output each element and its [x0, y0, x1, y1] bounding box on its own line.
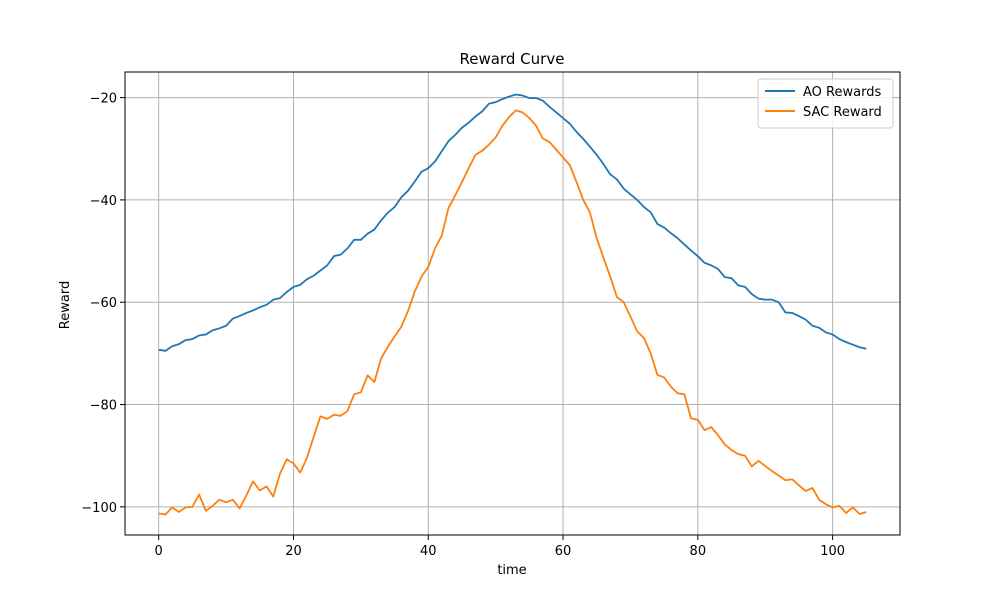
x-tick-label: 60 [555, 544, 572, 559]
y-tick-label: −100 [81, 501, 117, 516]
y-tick-label: −40 [90, 194, 117, 209]
y-axis-ticks: −100 −80 −60 −40 −20 [81, 92, 125, 516]
x-axis-ticks: 0 20 40 60 80 100 [155, 535, 845, 559]
plot-frame [124, 71, 901, 536]
x-tick-label: 20 [285, 544, 302, 559]
x-tick-label: 40 [420, 544, 437, 559]
y-tick-label: −60 [90, 296, 117, 311]
legend-label-sac-reward: SAC Reward [803, 105, 882, 120]
series-line-ao-rewards [158, 93, 867, 352]
y-tick-label: −20 [90, 92, 117, 107]
y-axis-label: Reward [58, 281, 73, 329]
legend: AO Rewards SAC Reward [757, 78, 894, 129]
series-lines [158, 93, 867, 516]
series-line-sac-reward [158, 109, 867, 516]
x-tick-label: 100 [820, 544, 845, 559]
x-tick-label: 0 [155, 544, 163, 559]
x-tick-label: 80 [690, 544, 707, 559]
y-tick-label: −80 [90, 399, 117, 414]
chart-title: Reward Curve [460, 50, 565, 68]
legend-label-ao-rewards: AO Rewards [803, 85, 881, 100]
x-axis-label: time [497, 563, 526, 578]
